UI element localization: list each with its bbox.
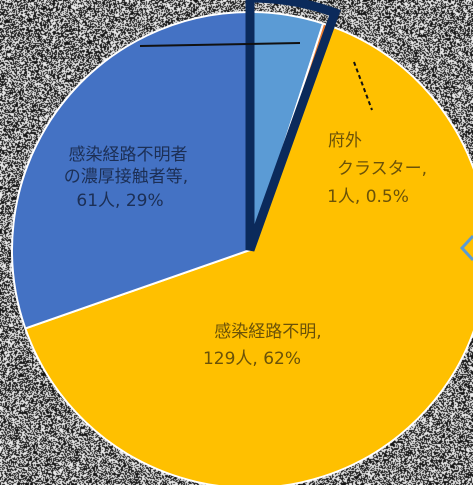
leader-line-top: [139, 42, 301, 47]
data-label-blue-line2: の濃厚接触者等,: [64, 167, 188, 187]
edge-marker: [459, 234, 473, 262]
data-label-orange-line3: 1人, 0.5%: [327, 187, 409, 207]
pie-slice-3: [11, 10, 251, 330]
data-label-yellow-line2: 129人, 62%: [203, 349, 301, 369]
data-label-blue-line1: 感染経路不明者: [69, 145, 188, 165]
annotation-lines: [139, 42, 473, 262]
data-label-yellow-line1: 感染経路不明,: [214, 322, 321, 342]
pie-data-labels: 感染経路不明者 の濃厚接触者等, 61人, 29% 府外 クラスター, 1人, …: [64, 131, 427, 369]
pie-slice-2: [24, 24, 473, 485]
data-label-orange-line1: 府外: [328, 131, 362, 151]
data-label-orange-line2: クラスター,: [337, 159, 427, 179]
data-label-blue-line3: 61人, 29%: [76, 191, 163, 211]
pie-slices: [11, 0, 473, 485]
highlight-outline: [245, 0, 341, 252]
leader-line-orange: [353, 61, 373, 111]
